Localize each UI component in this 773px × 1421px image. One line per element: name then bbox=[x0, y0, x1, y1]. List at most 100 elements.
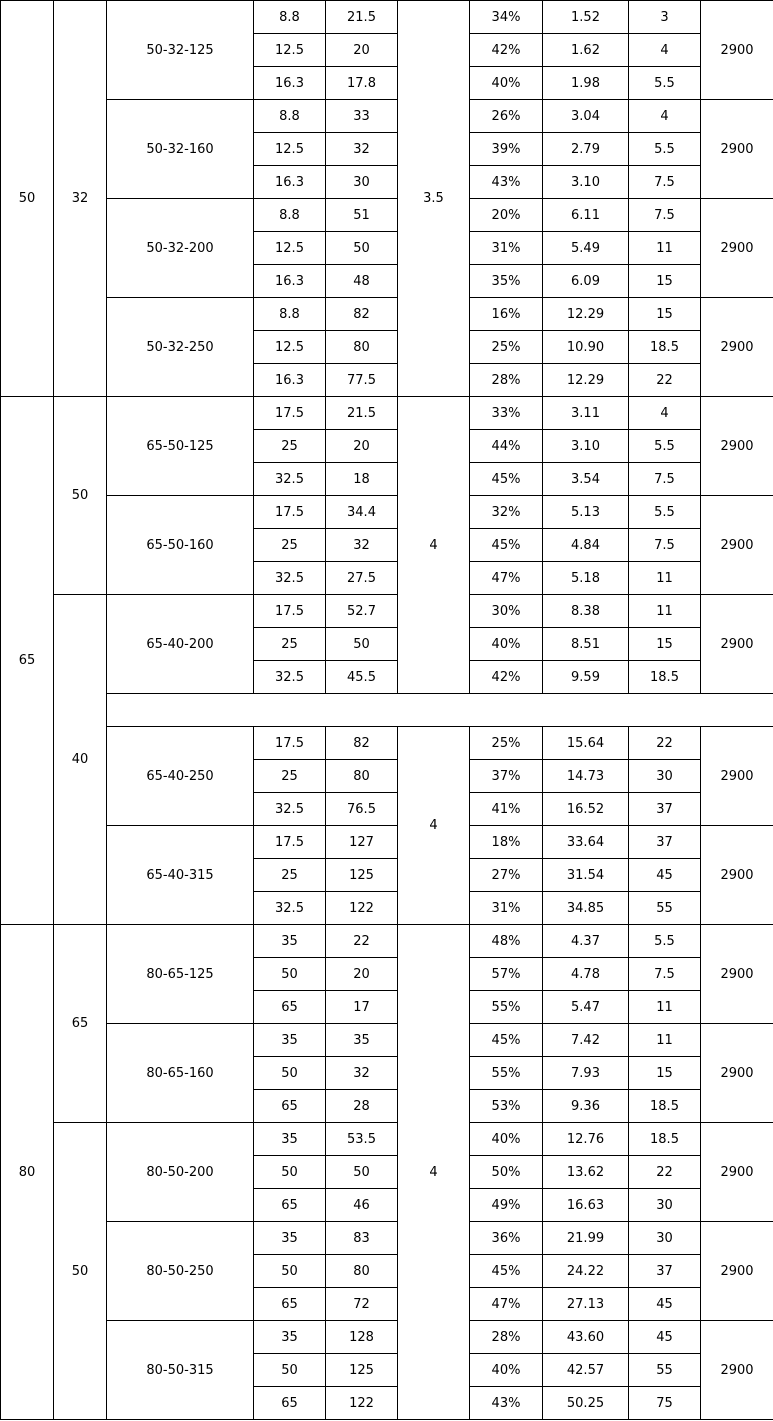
flow: 16.3 bbox=[253, 165, 326, 199]
shaft-power: 3.04 bbox=[542, 99, 629, 133]
shaft-power: 10.90 bbox=[542, 330, 629, 364]
motor-power: 22 bbox=[628, 1155, 701, 1189]
motor-power: 37 bbox=[628, 792, 701, 826]
shaft-power: 5.49 bbox=[542, 231, 629, 265]
table-row: 65 28 53% 9.36 18.5 bbox=[1, 1089, 773, 1123]
speed: 2900 bbox=[700, 1320, 773, 1420]
model-name: 50-32-160 bbox=[106, 99, 254, 199]
motor-power: 5.5 bbox=[628, 429, 701, 463]
motor-power: 7.5 bbox=[628, 165, 701, 199]
npsh: 4 bbox=[397, 924, 470, 1420]
motor-power: 4 bbox=[628, 99, 701, 133]
shaft-power: 9.36 bbox=[542, 1089, 629, 1123]
efficiency: 42% bbox=[469, 33, 543, 67]
outlet-size: 40 bbox=[53, 594, 107, 925]
motor-power: 55 bbox=[628, 1353, 701, 1387]
efficiency: 35% bbox=[469, 264, 543, 298]
table-row: 50 32 55% 7.93 15 bbox=[1, 1056, 773, 1090]
efficiency: 45% bbox=[469, 462, 543, 496]
speed: 2900 bbox=[700, 1221, 773, 1321]
table-row: 50 32 50-32-125 8.8 21.5 3.5 34% 1.52 3 2900 bbox=[0, 0, 773, 397]
table-row: 50 50 50% 13.62 22 bbox=[1, 1155, 773, 1189]
efficiency: 50% bbox=[469, 1155, 543, 1189]
shaft-power: 8.51 bbox=[542, 627, 629, 661]
model-name: 80-50-250 bbox=[106, 1221, 254, 1321]
shaft-power: 50.25 bbox=[542, 1386, 629, 1420]
table-row: 65-50-160 17.5 34.4 32% 5.13 5.5 2900 bbox=[1, 495, 773, 595]
motor-power: 55 bbox=[628, 891, 701, 925]
shaft-power: 7.93 bbox=[542, 1056, 629, 1090]
table-row: 80-50-315 35 128 28% 43.60 45 2900 bbox=[1, 1320, 773, 1420]
shaft-power: 6.11 bbox=[542, 198, 629, 232]
model-name: 80-65-125 bbox=[106, 924, 254, 1024]
efficiency: 40% bbox=[469, 1122, 543, 1156]
motor-power: 15 bbox=[628, 627, 701, 661]
motor-power: 15 bbox=[628, 1056, 701, 1090]
model-name: 65-40-200 bbox=[106, 594, 254, 694]
head: 83 bbox=[325, 1221, 398, 1255]
head: 52.7 bbox=[325, 594, 398, 628]
head: 122 bbox=[325, 1386, 398, 1420]
flow: 12.5 bbox=[253, 231, 326, 265]
flow: 35 bbox=[253, 1023, 326, 1057]
model-name: 80-50-315 bbox=[106, 1320, 254, 1420]
inlet-size: 65 bbox=[0, 396, 54, 925]
flow: 17.5 bbox=[253, 825, 326, 859]
head: 82 bbox=[325, 297, 398, 331]
head: 51 bbox=[325, 198, 398, 232]
shaft-power: 3.11 bbox=[542, 396, 629, 430]
speed: 2900 bbox=[700, 198, 773, 298]
efficiency: 40% bbox=[469, 1353, 543, 1387]
shaft-power: 3.54 bbox=[542, 462, 629, 496]
flow: 65 bbox=[253, 1386, 326, 1420]
shaft-power: 5.13 bbox=[542, 495, 629, 529]
motor-power: 37 bbox=[628, 825, 701, 859]
model-name: 65-50-125 bbox=[106, 396, 254, 496]
table-row: 25 32 45% 4.84 7.5 bbox=[1, 528, 773, 562]
head: 28 bbox=[325, 1089, 398, 1123]
model-name: 50-32-125 bbox=[106, 0, 254, 100]
shaft-power: 13.62 bbox=[542, 1155, 629, 1189]
flow: 65 bbox=[253, 1188, 326, 1222]
flow: 32.5 bbox=[253, 891, 326, 925]
outlet-size: 32 bbox=[53, 0, 107, 397]
table-row: 40 65-40-200 17.5 52.7 30% 8.38 11 2900 bbox=[1, 594, 773, 925]
shaft-power: 6.09 bbox=[542, 264, 629, 298]
head: 33 bbox=[325, 99, 398, 133]
head: 82 bbox=[325, 726, 398, 760]
head: 21.5 bbox=[325, 0, 398, 34]
speed: 2900 bbox=[700, 1122, 773, 1222]
flow: 17.5 bbox=[253, 396, 326, 430]
motor-power: 11 bbox=[628, 594, 701, 628]
table-row: 50 80 45% 24.22 37 bbox=[1, 1254, 773, 1288]
efficiency: 30% bbox=[469, 594, 543, 628]
head: 34.4 bbox=[325, 495, 398, 529]
speed: 2900 bbox=[700, 1023, 773, 1123]
head: 125 bbox=[325, 1353, 398, 1387]
shaft-power: 9.59 bbox=[542, 660, 629, 694]
table-row: 50 20 57% 4.78 7.5 bbox=[1, 957, 773, 991]
motor-power: 45 bbox=[628, 1320, 701, 1354]
efficiency: 53% bbox=[469, 1089, 543, 1123]
efficiency: 41% bbox=[469, 792, 543, 826]
head: 17.8 bbox=[325, 66, 398, 100]
efficiency: 43% bbox=[469, 1386, 543, 1420]
head: 77.5 bbox=[325, 363, 398, 397]
flow: 25 bbox=[253, 429, 326, 463]
table-row: 12.5 20 42% 1.62 4 bbox=[1, 33, 773, 67]
inlet-size: 80 bbox=[0, 924, 54, 1420]
motor-power: 45 bbox=[628, 1287, 701, 1321]
table-row: 50-32-250 8.8 82 16% 12.29 15 2900 bbox=[1, 297, 773, 397]
speed: 2900 bbox=[700, 99, 773, 199]
efficiency: 28% bbox=[469, 1320, 543, 1354]
outlet-size: 65 bbox=[53, 924, 107, 1123]
table-row: 16.3 77.5 28% 12.29 22 bbox=[1, 363, 773, 397]
motor-power: 45 bbox=[628, 858, 701, 892]
head: 32 bbox=[325, 132, 398, 166]
table-row: 50-32-200 8.8 51 20% 6.11 7.5 2900 bbox=[1, 198, 773, 298]
flow: 16.3 bbox=[253, 66, 326, 100]
motor-power: 5.5 bbox=[628, 132, 701, 166]
flow: 65 bbox=[253, 1287, 326, 1321]
